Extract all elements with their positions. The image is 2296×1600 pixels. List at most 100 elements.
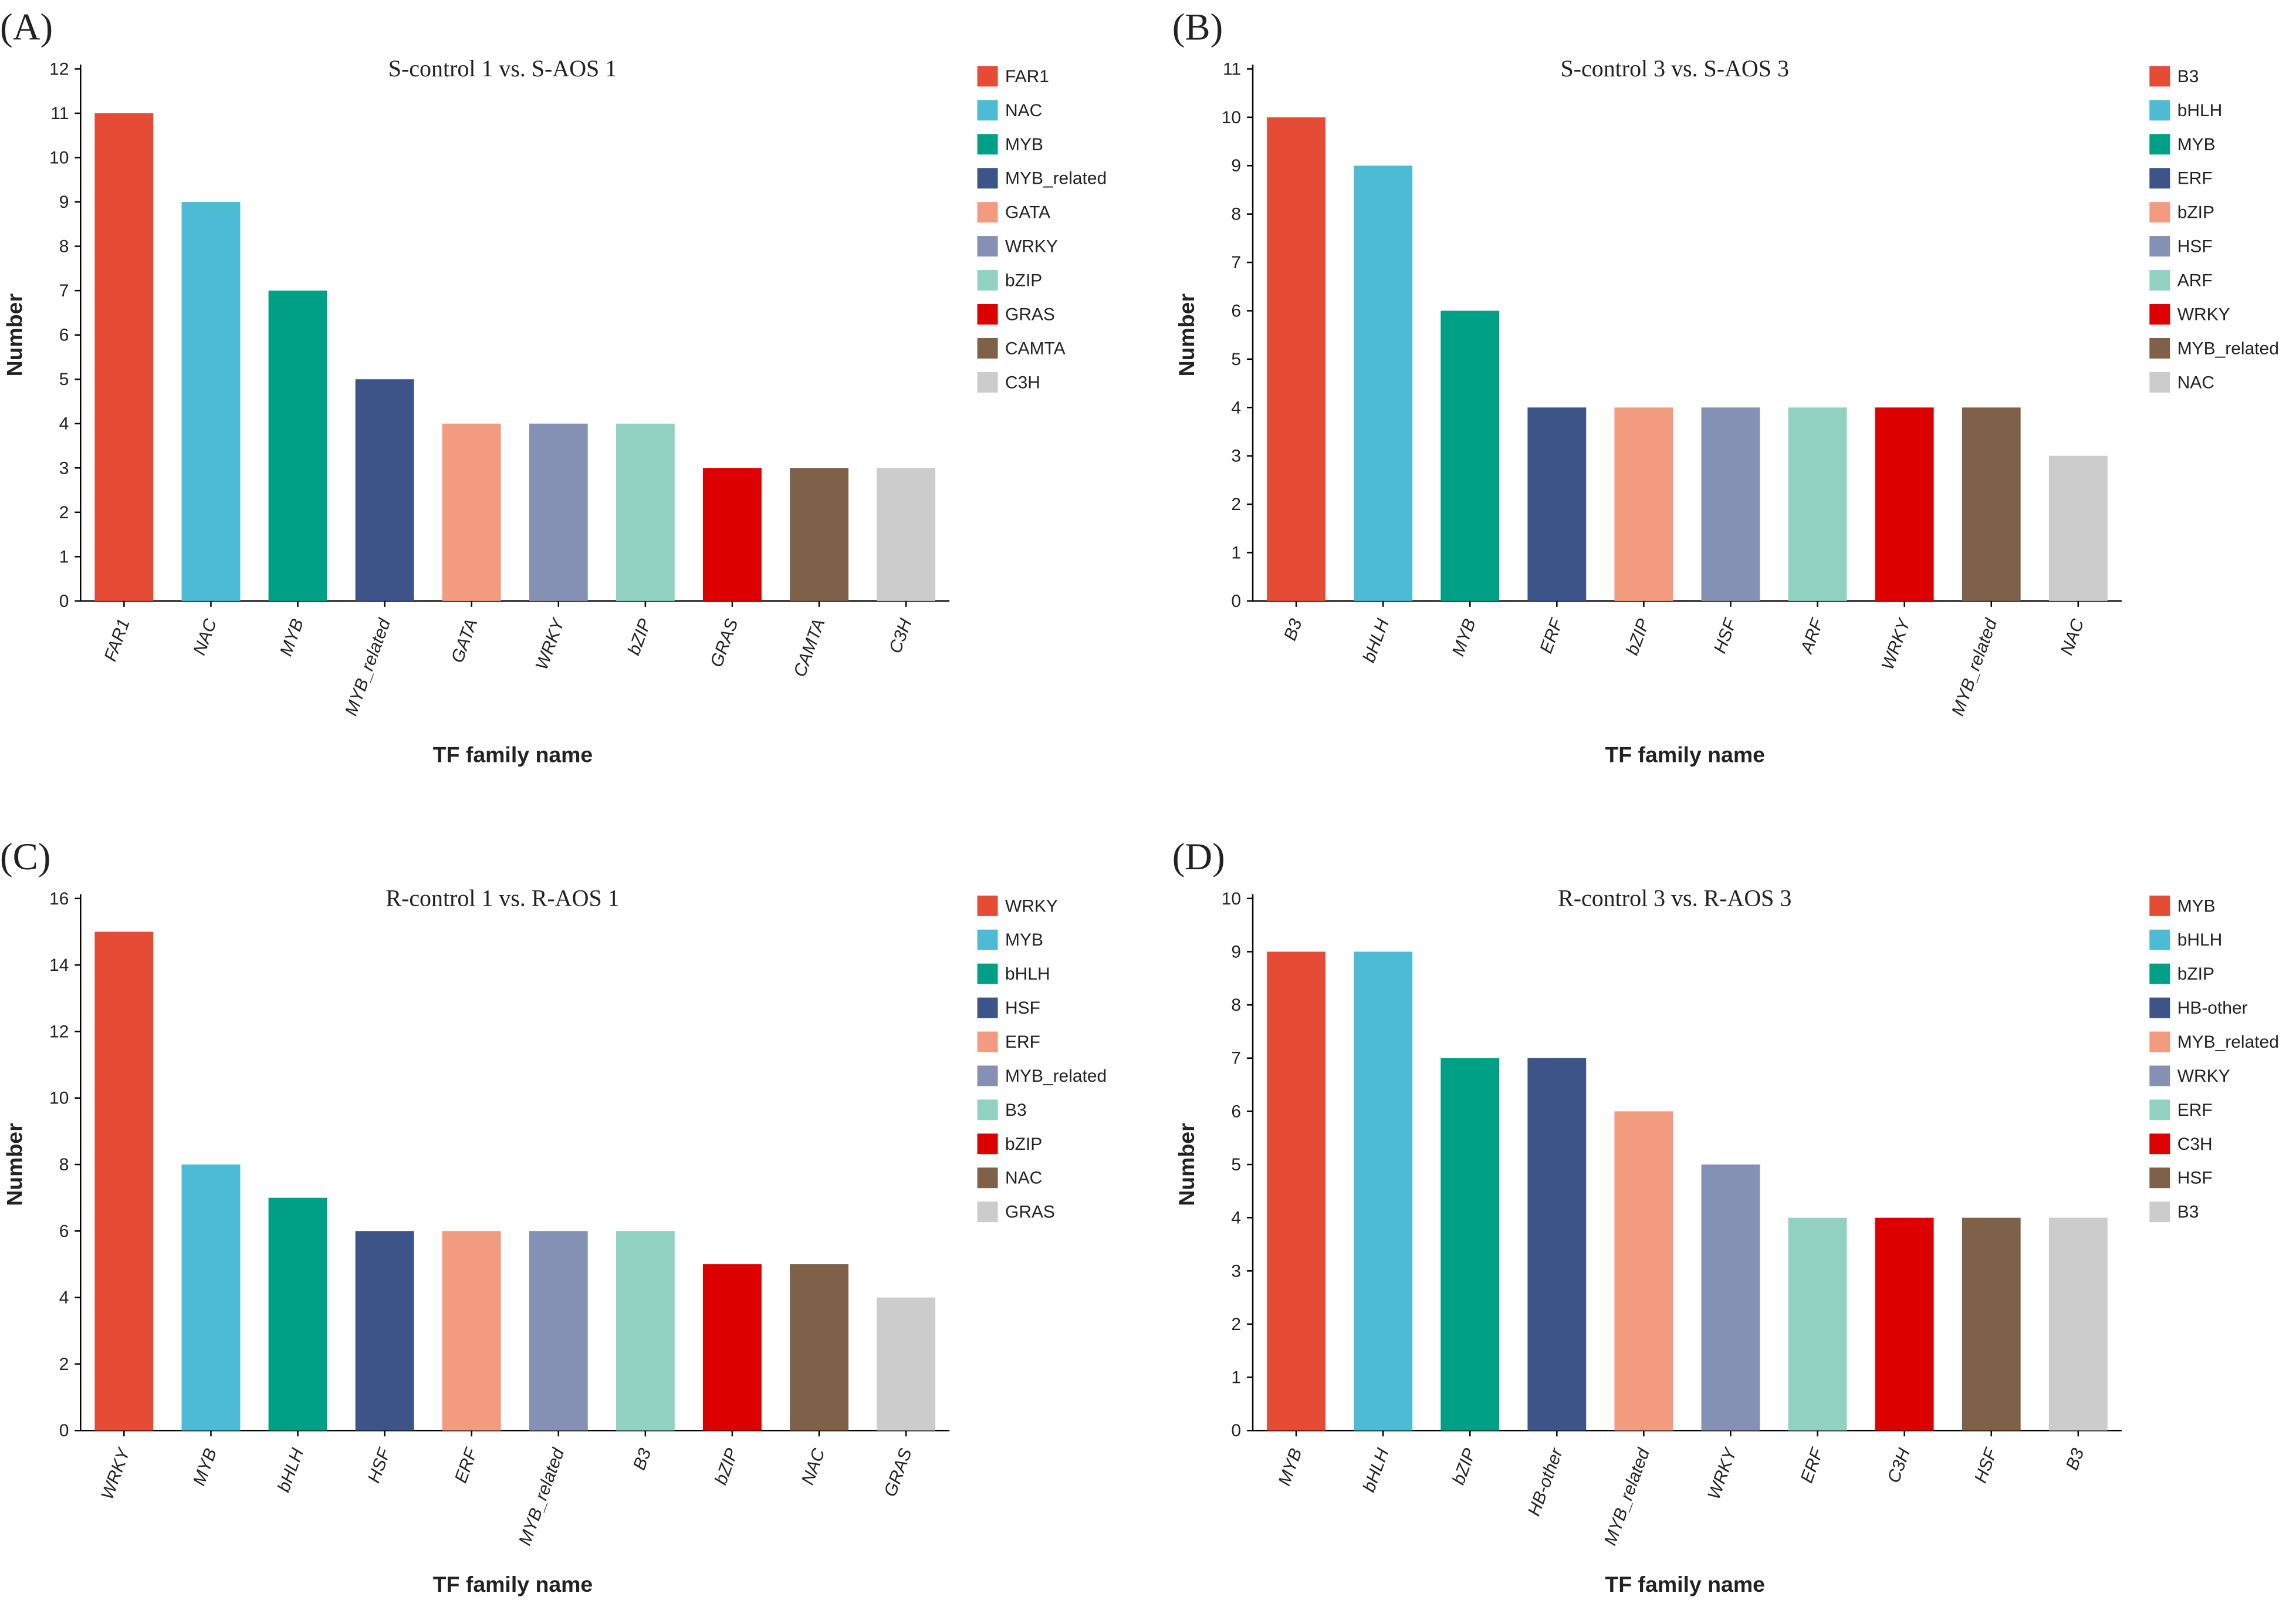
bar — [442, 423, 501, 601]
legend-label: B3 — [2177, 67, 2199, 86]
bar — [1875, 1217, 1934, 1431]
legend-swatch — [977, 1065, 998, 1086]
bar — [1788, 1217, 1847, 1431]
legend-swatch — [977, 66, 998, 87]
x-tick-label: MYB — [1449, 616, 1480, 659]
x-tick-label: bZIP — [624, 616, 655, 658]
legend-label: bHLH — [2177, 930, 2223, 950]
x-tick-label: MYB — [1274, 1446, 1306, 1488]
legend-swatch — [2149, 337, 2170, 359]
legend-label: MYB — [2177, 135, 2216, 154]
legend-swatch — [2149, 100, 2170, 121]
legend-label: ARF — [2177, 271, 2213, 291]
legend-label: CAMTA — [1005, 339, 1066, 358]
bar — [1267, 951, 1326, 1431]
x-tick-label: bHLH — [1360, 1446, 1393, 1495]
bar — [529, 1231, 588, 1431]
legend-swatch — [2149, 929, 2170, 950]
legend-label: MYB — [1005, 930, 1043, 950]
x-tick-label: HSF — [1710, 615, 1741, 656]
y-tick-label: 4 — [1231, 1209, 1241, 1228]
legend-swatch — [977, 236, 998, 257]
bar — [1441, 1058, 1500, 1431]
bar — [2048, 455, 2108, 601]
legend-label: HSF — [1005, 998, 1040, 1018]
legend-swatch — [977, 1099, 998, 1120]
x-axis-label: TF family name — [1605, 1572, 1765, 1596]
y-tick-label: 1 — [59, 547, 69, 566]
legend-swatch — [2149, 1201, 2170, 1223]
bar — [94, 113, 154, 601]
panel-label: (A) — [0, 6, 53, 48]
bar — [1527, 407, 1587, 601]
legend-swatch — [2149, 372, 2170, 393]
bar — [616, 423, 675, 601]
x-tick-label: C3H — [885, 616, 916, 656]
legend-swatch — [977, 303, 998, 325]
chart-title: S-control 3 vs. S-AOS 3 — [1561, 55, 1789, 82]
x-tick-label: HSF — [364, 1445, 395, 1486]
x-tick-label: NAC — [2057, 616, 2088, 658]
legend-label: HSF — [2177, 1169, 2213, 1188]
legend-swatch — [2149, 963, 2170, 984]
legend-label: C3H — [1005, 373, 1040, 392]
y-tick-label: 12 — [49, 59, 69, 79]
legend-label: bZIP — [1005, 271, 1042, 291]
x-tick-label: B3 — [1280, 616, 1306, 643]
legend-swatch — [977, 1133, 998, 1155]
legend-label: WRKY — [1005, 237, 1058, 256]
legend-label: MYB_related — [2177, 339, 2279, 358]
legend-label: MYB — [1005, 135, 1043, 154]
legend-label: bHLH — [1005, 964, 1050, 984]
legend-label: WRKY — [2177, 305, 2230, 324]
legend-label: MYB_related — [1005, 1066, 1107, 1086]
y-tick-label: 12 — [49, 1022, 69, 1041]
legend-swatch — [977, 202, 998, 223]
bar — [442, 1231, 501, 1431]
y-axis-label: Number — [1174, 293, 1199, 376]
y-tick-label: 3 — [1231, 1261, 1241, 1281]
legend-label: MYB_related — [2177, 1032, 2279, 1052]
legend-label: MYB — [2177, 896, 2216, 916]
x-tick-label: bZIP — [1622, 616, 1653, 658]
legend-label: WRKY — [1005, 896, 1058, 916]
bar — [1701, 407, 1760, 601]
x-tick-label: B3 — [2062, 1446, 2088, 1473]
legend-swatch — [2149, 202, 2170, 223]
legend-swatch — [2149, 1167, 2170, 1189]
bar — [616, 1231, 675, 1431]
legend-swatch — [2149, 895, 2170, 916]
x-tick-label: bHLH — [274, 1446, 307, 1495]
legend-swatch — [977, 1031, 998, 1052]
x-tick-label: WRKY — [1878, 615, 1914, 673]
legend-label: NAC — [1005, 1169, 1042, 1188]
y-tick-label: 7 — [1231, 253, 1241, 272]
x-tick-label: ERF — [1536, 615, 1567, 656]
y-tick-label: 9 — [1231, 942, 1241, 961]
legend-label: MYB_related — [1005, 169, 1107, 188]
legend-swatch — [2149, 1031, 2170, 1052]
legend-label: B3 — [2177, 1203, 2199, 1222]
legend-swatch — [977, 337, 998, 359]
y-tick-label: 2 — [1231, 1315, 1241, 1334]
bar — [1267, 117, 1326, 601]
x-tick-label: HSF — [1971, 1445, 2001, 1486]
legend-label: HSF — [2177, 237, 2213, 256]
x-tick-label: ERF — [451, 1445, 482, 1486]
bar — [268, 1197, 327, 1431]
x-tick-label: NAC — [798, 1446, 829, 1487]
legend-label: bZIP — [2177, 203, 2214, 222]
x-tick-label: FAR1 — [101, 616, 134, 664]
y-tick-label: 5 — [59, 370, 69, 389]
y-tick-label: 2 — [1231, 495, 1241, 514]
legend-swatch — [2149, 997, 2170, 1018]
x-tick-label: GRAS — [881, 1446, 916, 1499]
y-tick-label: 1 — [1231, 1368, 1241, 1388]
legend-label: WRKY — [2177, 1066, 2230, 1086]
x-tick-label: MYB — [190, 1446, 221, 1488]
legend-swatch — [977, 997, 998, 1018]
y-axis-label: Number — [2, 1123, 26, 1206]
legend-swatch — [977, 270, 998, 291]
bar — [877, 468, 936, 601]
y-tick-label: 8 — [59, 237, 69, 256]
